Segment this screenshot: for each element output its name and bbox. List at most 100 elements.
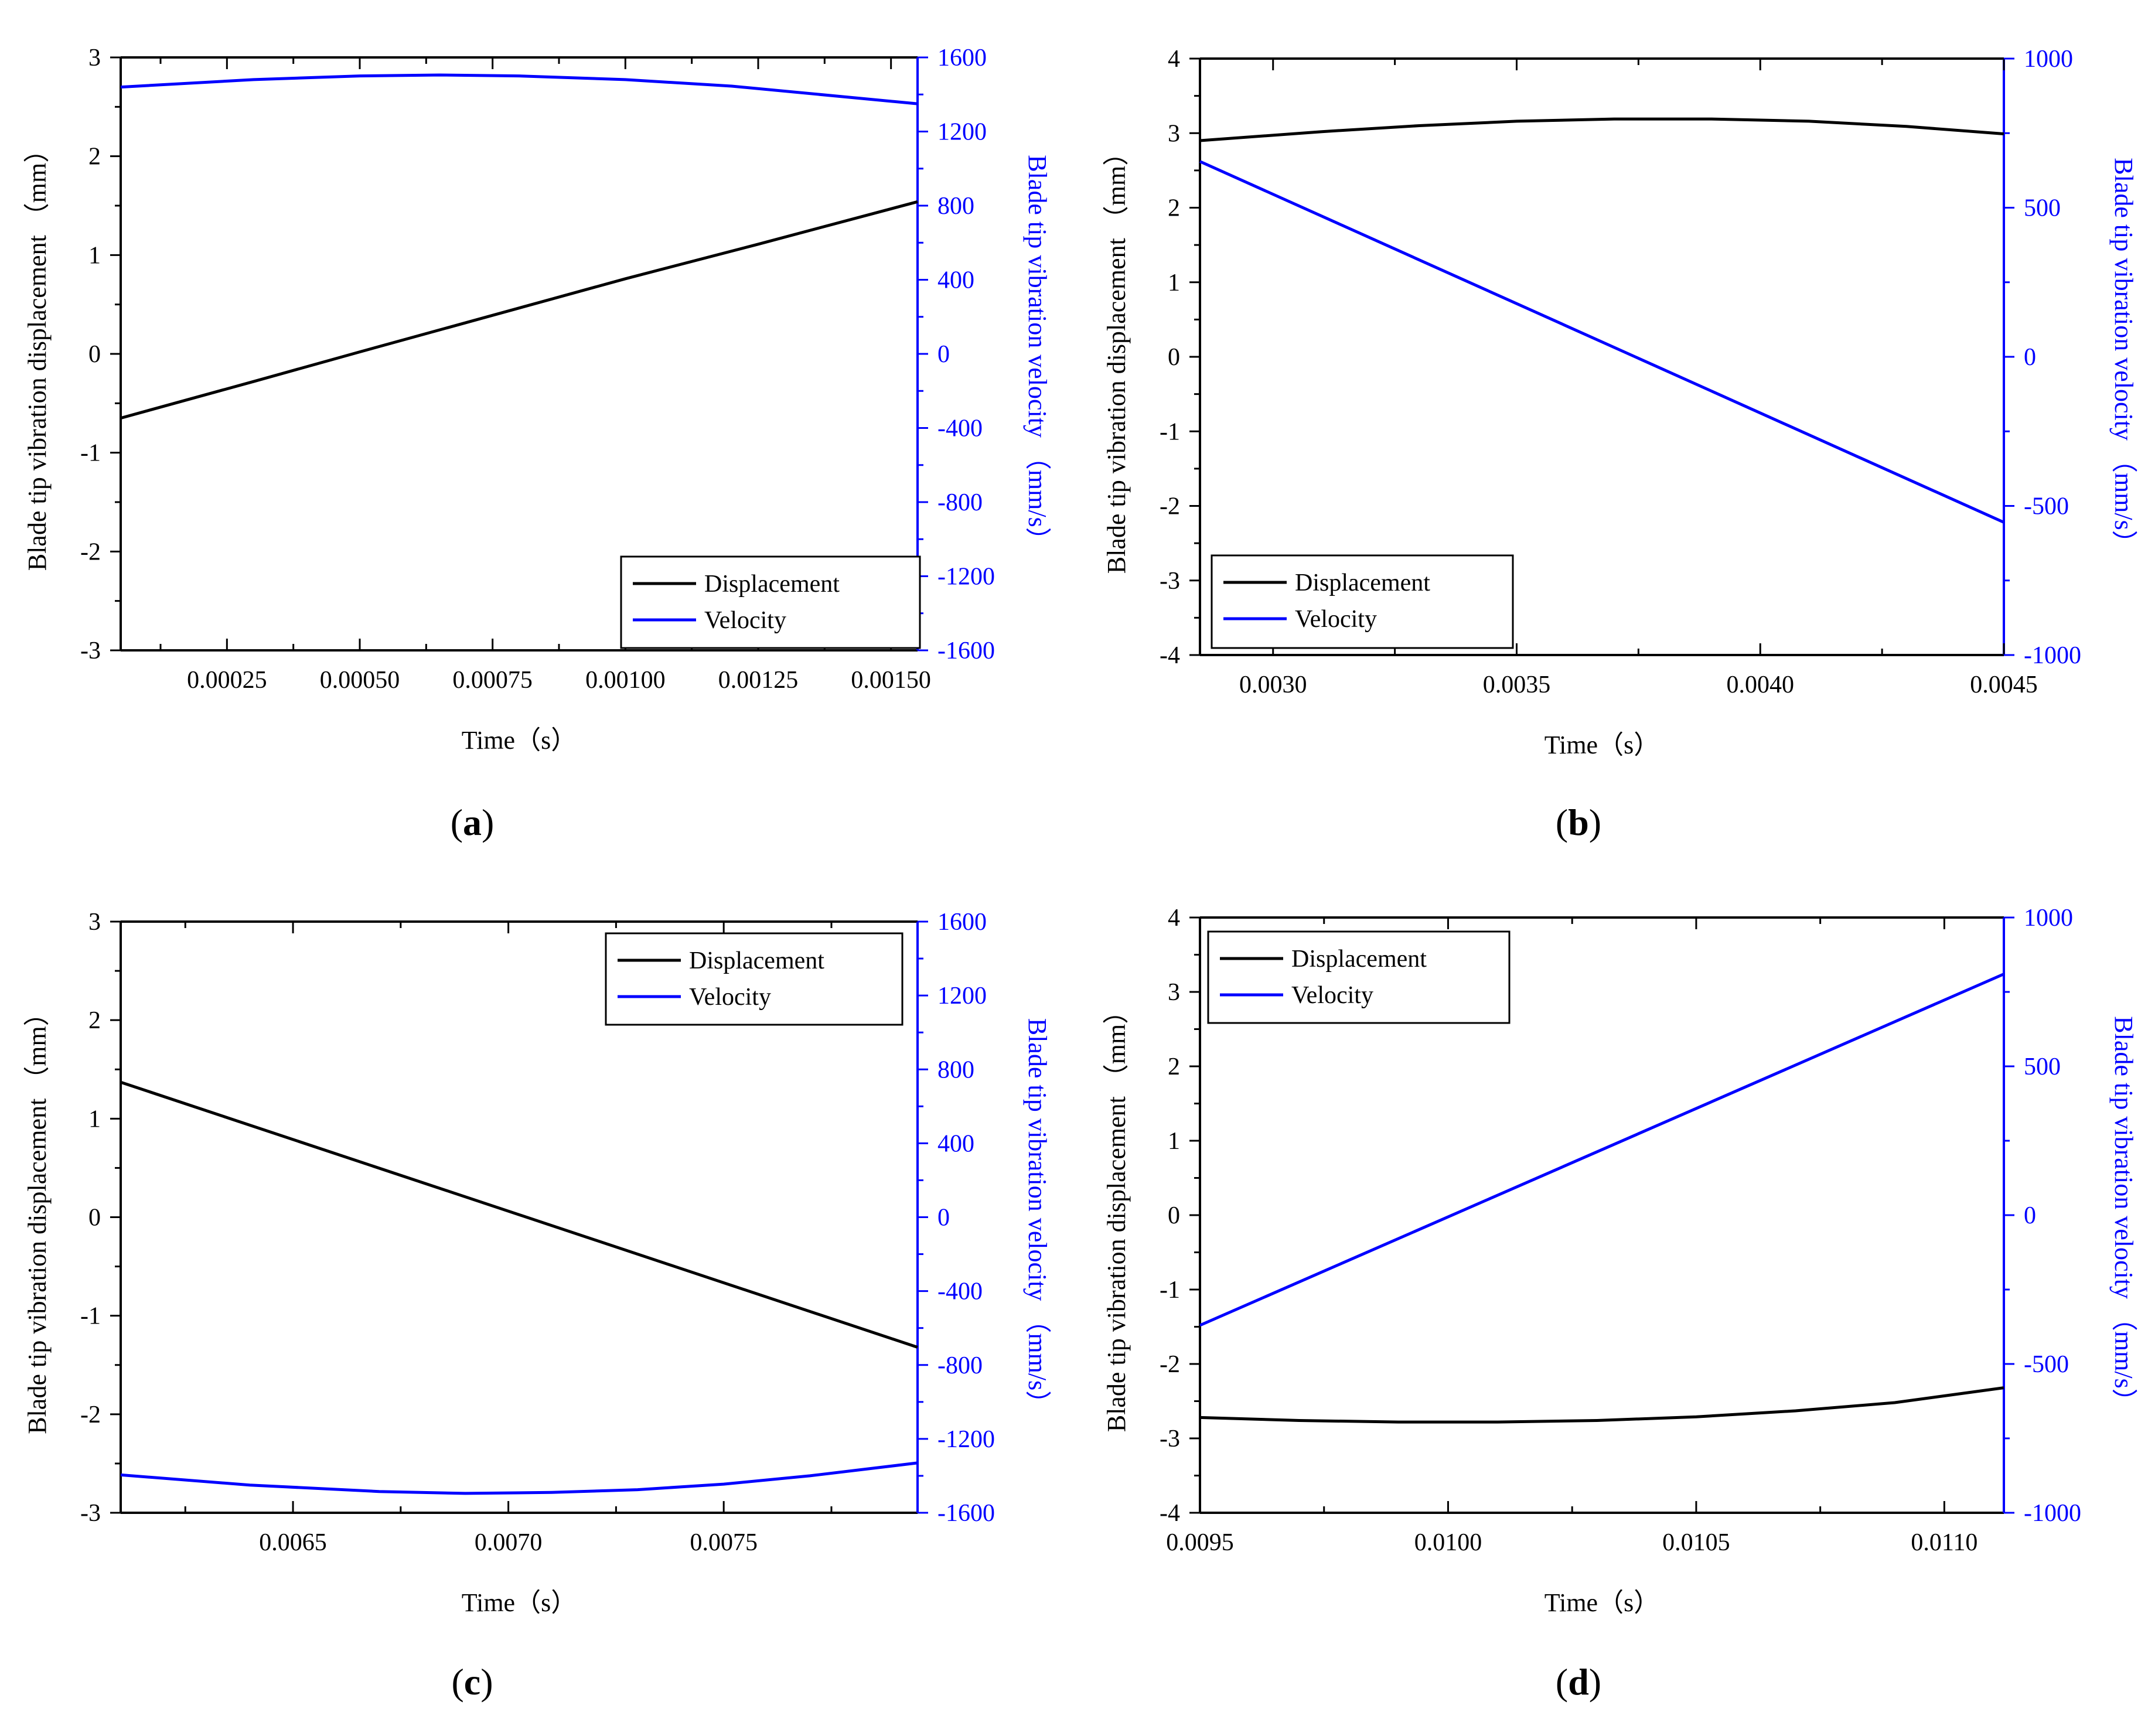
- chart-panel-b: 0.0030 0.0035 0.0040 0.0045 -4 -3 -2 -1 0 1 2 3 4 -10…: [1102, 46, 2138, 843]
- legend-box: [605, 932, 903, 1026]
- right-y-tick-label: -500: [2024, 493, 2069, 520]
- left-y-tick-label: 1: [88, 1106, 101, 1133]
- series-line-velocity: [1199, 160, 2005, 524]
- series-line-displacement: [1199, 1386, 2004, 1424]
- legend-label-displacement: Displacement: [704, 571, 840, 598]
- left-y-tick-label: 0: [88, 1205, 101, 1232]
- right-y-tick-label: 500: [2024, 195, 2061, 222]
- right-y-tick-label: 400: [937, 267, 974, 294]
- series-line-displacement: [120, 1080, 918, 1349]
- left-y-axis-title: Blade tip vibration displacement （mm）: [23, 1000, 52, 1434]
- left-y-tick-label: 2: [88, 1007, 101, 1034]
- left-y-tick-label: 2: [88, 144, 101, 170]
- chart-panel-a: 0.00025 0.00050 0.00075 0.00100 0.00125 0.001…: [23, 45, 1052, 843]
- legend-box: [1207, 930, 1511, 1024]
- left-y-tick-label: 0: [1168, 1202, 1180, 1229]
- right-y-tick-label: -500: [2024, 1351, 2069, 1378]
- right-y-tick-label: 0: [937, 1205, 950, 1232]
- right-y-tick-label: -800: [937, 1352, 983, 1379]
- legend-box: [1211, 554, 1514, 649]
- right-y-tick-label: -400: [937, 415, 983, 442]
- left-y-tick-label: -2: [1160, 493, 1180, 520]
- right-y-axis-title: Blade tip vibration velocity （mm/s）: [1023, 1018, 1052, 1416]
- left-y-tick-label: 2: [1168, 195, 1180, 222]
- right-y-tick-label: 500: [2024, 1053, 2061, 1080]
- right-y-tick-label: -1200: [937, 564, 995, 591]
- right-y-tick-label: 400: [937, 1130, 974, 1157]
- left-y-tick-label: -3: [1160, 1425, 1180, 1452]
- panel-label: (d): [1556, 1661, 1601, 1703]
- left-y-tick-label: 1: [1168, 1128, 1180, 1155]
- legend-label-velocity: Velocity: [704, 607, 786, 634]
- right-y-tick-label: -800: [937, 489, 983, 516]
- legend-label-velocity: Velocity: [689, 984, 771, 1011]
- legend-box: [620, 555, 921, 649]
- right-y-tick-label: 0: [937, 341, 950, 368]
- left-y-tick-label: 4: [1168, 46, 1180, 73]
- x-tick-label: 0.0035: [1483, 671, 1551, 698]
- panel-label: (a): [451, 802, 495, 843]
- left-y-tick-label: -3: [1160, 568, 1180, 595]
- x-tick-label: 0.00075: [452, 667, 533, 694]
- x-axis-title: Time（s）: [462, 726, 577, 755]
- left-y-tick-label: -1: [80, 440, 101, 467]
- left-y-tick-label: -2: [80, 1401, 101, 1428]
- left-y-tick-label: 3: [1168, 979, 1180, 1006]
- left-y-tick-label: 3: [88, 45, 101, 71]
- right-y-tick-label: 800: [937, 193, 974, 220]
- series-line-displacement: [120, 200, 918, 420]
- x-tick-label: 0.0030: [1239, 671, 1307, 698]
- legend: Displacement Velocity: [605, 932, 903, 1026]
- x-tick-label: 0.0105: [1662, 1529, 1730, 1556]
- series-line-velocity: [120, 73, 918, 105]
- x-tick-label: 0.0045: [1970, 671, 2038, 698]
- left-y-tick-label: -4: [1160, 1500, 1180, 1527]
- x-tick-label: 0.0070: [475, 1529, 543, 1556]
- series-line-velocity: [120, 1461, 918, 1495]
- series-line-velocity: [1199, 973, 2005, 1327]
- right-y-tick-label: -1600: [937, 1500, 995, 1527]
- left-y-axis-title: Blade tip vibration displacement （mm）: [1102, 140, 1131, 574]
- legend-label-velocity: Velocity: [1295, 606, 1377, 633]
- panel-label: (c): [451, 1661, 493, 1703]
- right-y-tick-label: -1000: [2024, 642, 2081, 669]
- x-tick-label: 0.00025: [187, 667, 267, 694]
- right-y-tick-label: 1200: [937, 119, 987, 146]
- right-y-axis-title: Blade tip vibration velocity （mm/s）: [1023, 155, 1052, 552]
- right-y-tick-label: 1600: [937, 909, 987, 936]
- left-y-tick-label: 3: [88, 909, 101, 936]
- x-tick-label: 0.00125: [718, 667, 799, 694]
- left-y-tick-label: 0: [88, 341, 101, 368]
- series-line-displacement: [1199, 117, 2004, 142]
- left-y-axis-title: Blade tip vibration displacement （mm）: [1102, 998, 1131, 1433]
- legend: Displacement Velocity: [1211, 554, 1514, 649]
- left-y-tick-label: -3: [80, 1500, 101, 1527]
- x-tick-label: 0.0065: [259, 1529, 327, 1556]
- right-y-tick-label: 1600: [937, 45, 987, 71]
- left-y-tick-label: -2: [80, 538, 101, 565]
- left-y-tick-label: -1: [1160, 418, 1180, 445]
- right-y-axis-title: Blade tip vibration velocity （mm/s）: [2109, 158, 2138, 555]
- x-tick-label: 0.00050: [320, 667, 400, 694]
- chart-panel-d: 0.0095 0.0100 0.0105 0.0110 -4 -3 -2 -1 0 1 2 3 4 -10…: [1102, 905, 2138, 1703]
- left-y-tick-label: -3: [80, 637, 101, 664]
- x-tick-label: 0.00100: [585, 667, 666, 694]
- right-y-tick-label: -1000: [2024, 1500, 2081, 1527]
- right-y-tick-label: -1600: [937, 637, 995, 664]
- x-tick-label: 0.0040: [1726, 671, 1794, 698]
- legend-label-displacement: Displacement: [689, 947, 824, 974]
- left-y-tick-label: 0: [1168, 344, 1180, 371]
- legend-label-displacement: Displacement: [1291, 946, 1427, 973]
- right-y-tick-label: 800: [937, 1056, 974, 1083]
- x-tick-label: 0.0095: [1166, 1529, 1234, 1556]
- left-y-tick-label: 1: [88, 242, 101, 269]
- left-y-tick-label: 3: [1168, 120, 1180, 147]
- x-axis-title: Time（s）: [1544, 731, 1659, 759]
- left-y-tick-label: 1: [1168, 270, 1180, 296]
- left-y-tick-label: -2: [1160, 1351, 1180, 1378]
- right-y-tick-label: -400: [937, 1278, 983, 1305]
- x-axis-title: Time（s）: [462, 1588, 577, 1617]
- legend: Displacement Velocity: [1207, 930, 1511, 1024]
- x-tick-label: 0.0110: [1911, 1529, 1977, 1556]
- panel-label: (b): [1556, 802, 1601, 843]
